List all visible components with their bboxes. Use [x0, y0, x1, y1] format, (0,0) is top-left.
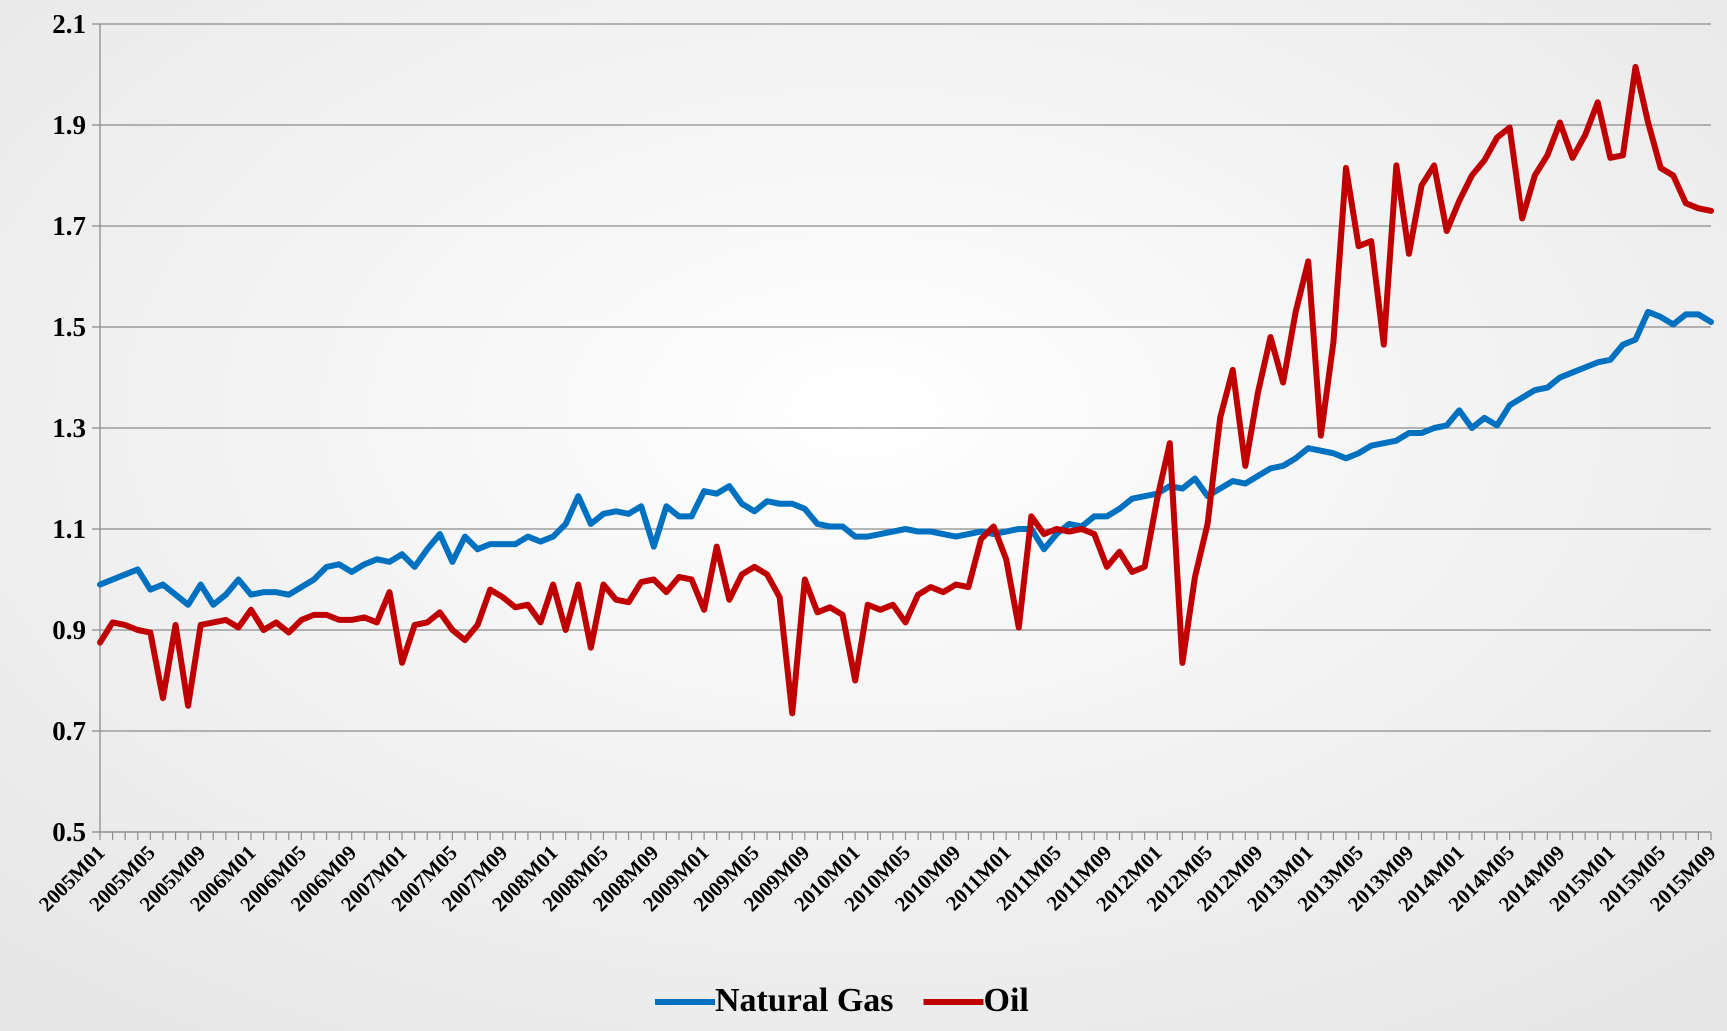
y-tick-label: 1.5 — [52, 312, 86, 342]
y-tick-label: 0.5 — [52, 817, 86, 847]
line — [97, 63, 1714, 717]
legend-label: Oil — [984, 982, 1029, 1019]
y-tick-label: 1.7 — [52, 211, 86, 241]
y-tick-label: 1.3 — [52, 413, 86, 443]
y-tick-label: 0.9 — [52, 615, 86, 645]
y-tick-label: 1.9 — [52, 110, 86, 140]
line — [97, 308, 1714, 608]
y-tick-label: 0.7 — [52, 716, 86, 746]
y-tick-label: 2.1 — [52, 9, 86, 39]
legend: Natural Gas Oil — [655, 982, 1029, 1019]
y-tick-label: 1.1 — [52, 514, 86, 544]
legend-label: Natural Gas — [715, 982, 894, 1019]
